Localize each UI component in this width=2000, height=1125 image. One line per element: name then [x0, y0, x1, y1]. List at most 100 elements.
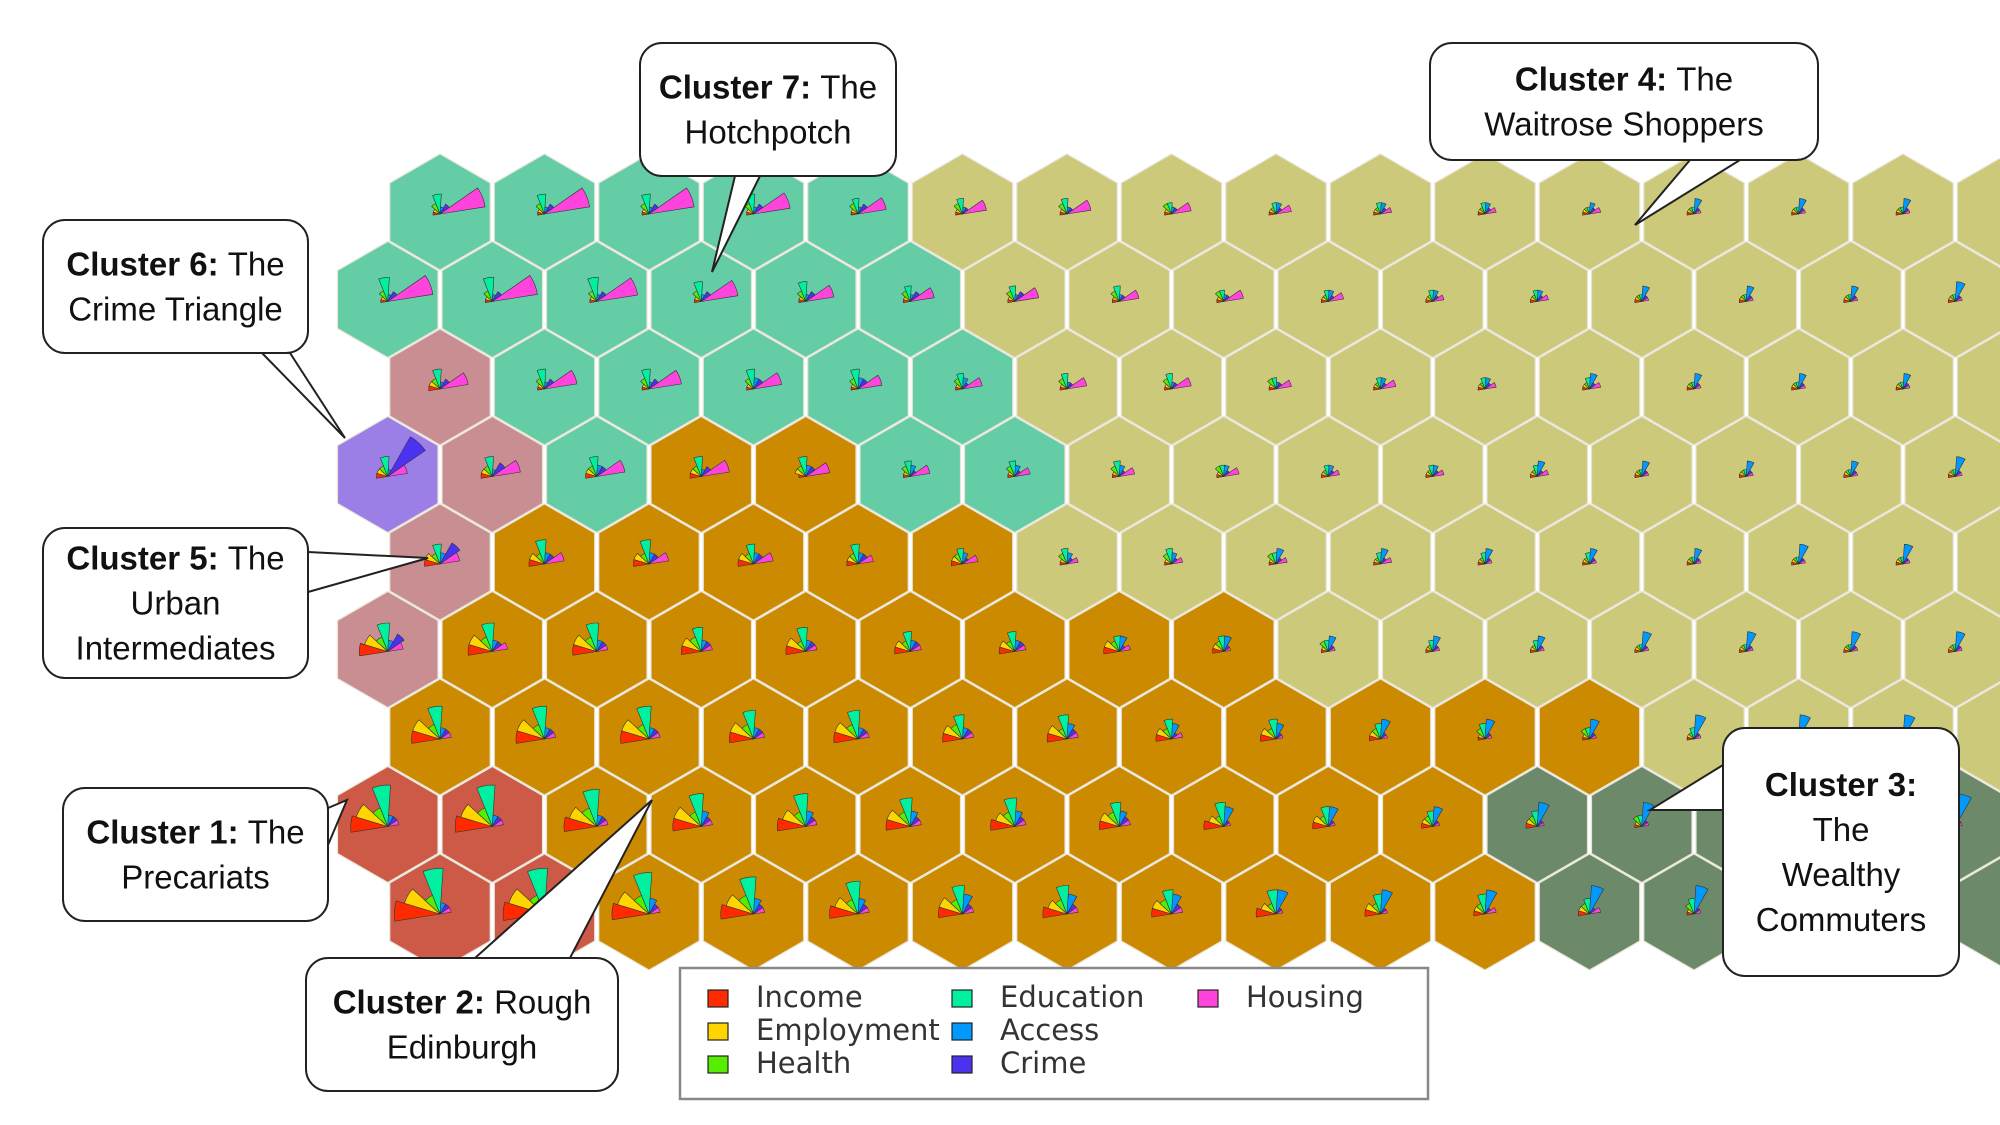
glyph-education-segment [582, 789, 600, 827]
glyph-education-segment [953, 714, 965, 740]
legend-label-income: Income [756, 980, 863, 1014]
glyph-housing-segment [1014, 287, 1039, 302]
cluster-6-callout: Cluster 6: The Crime Triangle [42, 219, 346, 439]
segment-glyph [1312, 806, 1339, 830]
segment-glyph [620, 705, 661, 744]
glyph-access-segment [1380, 718, 1391, 740]
segment-glyph [480, 456, 521, 479]
segment-glyph [1110, 285, 1140, 303]
glyph-income-segment [1042, 906, 1068, 919]
cluster-1-label: Cluster 1: [86, 813, 247, 850]
glyph-income-segment [1203, 820, 1224, 830]
segment-glyph [1058, 373, 1087, 391]
segment-glyph [358, 622, 405, 657]
glyph-housing-segment [544, 369, 578, 390]
glyph-housing-segment [805, 819, 818, 827]
glyph-housing-segment [1432, 294, 1445, 302]
glyph-crime-segment [439, 542, 461, 565]
glyph-education-segment [691, 627, 704, 652]
glyph-housing-segment [1171, 377, 1192, 390]
segment-glyph [1110, 460, 1136, 478]
segment-glyph [885, 797, 922, 831]
glyph-housing-segment [857, 732, 870, 740]
segment-glyph [1634, 460, 1650, 478]
glyph-access-segment [1954, 456, 1966, 477]
segment-glyph [1260, 718, 1285, 742]
glyph-employment-segment [894, 640, 911, 652]
cluster-6-label: Cluster 6: [66, 245, 227, 282]
glyph-access-segment [1223, 806, 1234, 827]
glyph-housing-segment [1746, 297, 1754, 302]
glyph-income-segment [502, 901, 545, 921]
glyph-housing-segment [1484, 734, 1493, 740]
glyph-housing-segment [1119, 644, 1131, 652]
glyph-access-segment [1589, 718, 1600, 740]
glyph-housing-segment [1328, 822, 1336, 827]
glyph-education-segment [1271, 377, 1278, 390]
glyph-housing-segment [1275, 204, 1292, 215]
segment-glyph [1425, 635, 1441, 653]
segment-glyph [846, 543, 874, 567]
glyph-crime-segment [387, 633, 405, 652]
segment-glyph [1577, 885, 1604, 917]
cluster-7-label: Cluster 7: [659, 68, 820, 105]
glyph-education-segment [1219, 289, 1225, 302]
segment-glyph [1738, 631, 1757, 653]
cluster-5-name: Urban [131, 584, 221, 621]
segment-glyph [796, 281, 835, 303]
segment-glyph [689, 456, 730, 479]
glyph-housing-segment [596, 644, 609, 652]
glyph-access-segment [1432, 806, 1443, 827]
glyph-employment-segment [516, 719, 545, 740]
segment-glyph [785, 627, 818, 655]
glyph-education-segment [956, 198, 964, 215]
glyph-housing-segment [648, 187, 695, 215]
glyph-income-segment [720, 904, 754, 920]
glyph-housing-segment [439, 187, 486, 215]
cluster-7-name: Hotchpotch [685, 113, 852, 150]
segment-glyph [1203, 802, 1234, 830]
cluster-7-name: The [820, 68, 877, 105]
glyph-employment-segment [729, 722, 754, 740]
segment-glyph [901, 285, 935, 303]
glyph-access-segment [1902, 543, 1914, 565]
cluster-7-text-line: Hotchpotch [685, 113, 852, 150]
glyph-education-segment [850, 368, 860, 390]
glyph-education-segment [851, 198, 860, 215]
segment-glyph [1843, 285, 1859, 303]
glyph-housing-segment [1902, 209, 1911, 215]
glyph-education-segment [956, 548, 964, 565]
segment-glyph [737, 543, 774, 567]
cluster-4-box [1429, 42, 1819, 161]
glyph-housing-segment [1693, 209, 1702, 215]
glyph-education-segment [481, 622, 495, 652]
cluster-2-text-line: Cluster 2: Rough [333, 983, 592, 1020]
segment-glyph [640, 368, 682, 391]
glyph-access-segment [1850, 631, 1861, 652]
cluster-4-name: Waitrose Shoppers [1484, 105, 1763, 142]
segment-glyph [1162, 373, 1192, 391]
glyph-housing-segment [1693, 734, 1702, 740]
glyph-employment-segment [1047, 725, 1068, 740]
glyph-housing-segment [1223, 647, 1232, 652]
glyph-housing-segment [596, 277, 638, 302]
cluster-2-box [305, 957, 619, 1092]
cluster-6-box [42, 219, 309, 354]
segment-glyph [744, 368, 782, 391]
cluster-7-box [639, 42, 897, 177]
segment-glyph [1634, 631, 1652, 653]
cluster-6-pointer [259, 352, 346, 439]
glyph-employment-segment [673, 806, 702, 827]
glyph-housing-segment [1589, 907, 1602, 915]
glyph-access-segment [1954, 281, 1966, 302]
glyph-housing-segment [596, 819, 609, 827]
glyph-access-segment [1066, 893, 1078, 915]
segment-glyph [1373, 377, 1397, 391]
segment-glyph [1947, 631, 1966, 653]
glyph-education-segment [745, 368, 756, 390]
glyph-education-segment [1165, 548, 1173, 565]
glyph-education-segment [797, 456, 808, 477]
segment-glyph [942, 714, 975, 743]
glyph-housing-segment [1380, 557, 1393, 565]
glyph-employment-segment [1152, 900, 1172, 915]
